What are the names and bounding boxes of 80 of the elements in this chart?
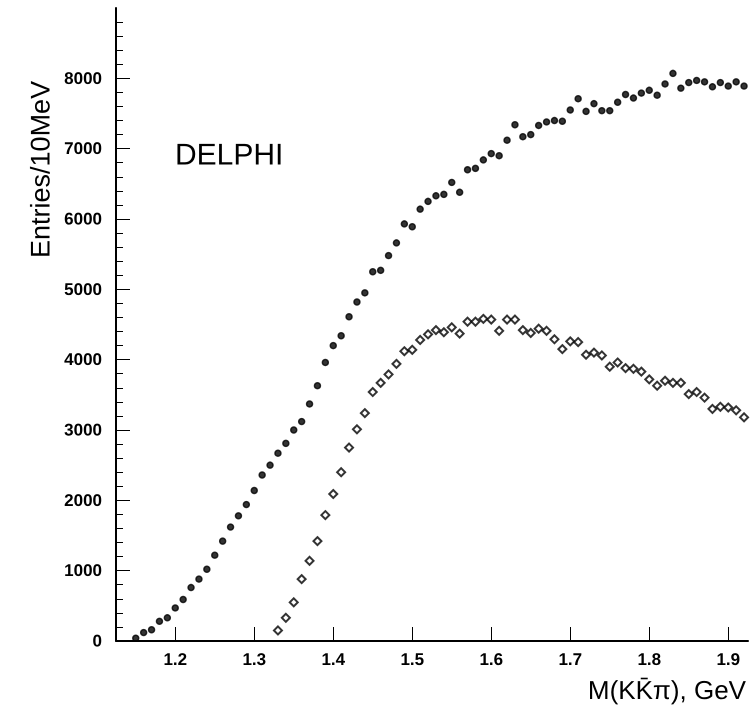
point (700, 392, 710, 403)
point (707, 404, 718, 414)
point (588, 348, 599, 358)
point (430, 325, 441, 336)
point (596, 350, 607, 360)
y-axis-title: Entries/10MeV (26, 80, 56, 258)
point (280, 612, 291, 623)
point (684, 389, 694, 400)
point (628, 364, 638, 374)
x-tick-label: 1.7 (558, 650, 582, 669)
point (296, 574, 307, 584)
y-tick-label: 3000 (64, 420, 102, 440)
point (360, 408, 370, 418)
point (668, 378, 678, 388)
point (604, 362, 615, 372)
point (415, 334, 426, 345)
y-tick-label: 2000 (64, 490, 102, 510)
point (723, 402, 734, 412)
point (438, 327, 449, 338)
point (542, 326, 552, 336)
point (486, 314, 496, 325)
point (288, 597, 299, 608)
point (494, 326, 504, 336)
point (391, 358, 402, 369)
point (368, 387, 378, 398)
point (518, 325, 528, 336)
point (423, 329, 434, 340)
point (312, 536, 322, 546)
point (534, 324, 544, 334)
x-axis-title: M(KK̄π), GeV (588, 675, 747, 705)
point (573, 337, 584, 348)
point (636, 366, 646, 377)
x-tick-label: 1.2 (163, 650, 188, 669)
x-tick-label: 1.3 (242, 650, 266, 669)
point (549, 334, 560, 344)
y-tick-label: 0 (92, 632, 102, 650)
point (526, 328, 536, 338)
point (612, 357, 623, 368)
point (454, 328, 465, 339)
point (344, 442, 354, 453)
point (692, 387, 702, 398)
point (376, 378, 386, 388)
y-tick-label: 8000 (64, 68, 102, 88)
point (304, 556, 315, 566)
y-tick-label: 6000 (64, 210, 102, 228)
point (462, 316, 473, 327)
y-tick-label: 5000 (64, 280, 102, 299)
point (399, 346, 410, 356)
point (715, 402, 726, 412)
point (407, 344, 418, 355)
point (384, 369, 394, 380)
point (557, 344, 568, 354)
point (502, 314, 512, 325)
point (478, 314, 488, 324)
point (328, 489, 338, 500)
y-tick-label: 4000 (64, 350, 102, 370)
point (510, 314, 520, 325)
point (352, 424, 362, 434)
y-tick-label: 1000 (64, 561, 102, 580)
y-tick-label: 7000 (64, 139, 102, 158)
point (652, 380, 662, 391)
point (644, 374, 654, 384)
point (470, 316, 480, 327)
x-tick-label: 1.5 (400, 650, 424, 669)
x-tick-label: 1.4 (321, 650, 346, 669)
point (581, 350, 592, 360)
point (620, 363, 631, 374)
point (272, 625, 283, 636)
x-tick-label: 1.9 (716, 650, 740, 669)
point (565, 336, 576, 346)
point (446, 322, 457, 332)
x-tick-label: 1.8 (637, 650, 662, 669)
x-tick-label: 1.6 (479, 650, 504, 669)
point (660, 376, 670, 386)
point (739, 412, 750, 422)
point (320, 510, 330, 520)
point (731, 405, 742, 416)
annotation: DELPHI (175, 138, 284, 172)
point (676, 378, 686, 388)
point (336, 467, 346, 478)
